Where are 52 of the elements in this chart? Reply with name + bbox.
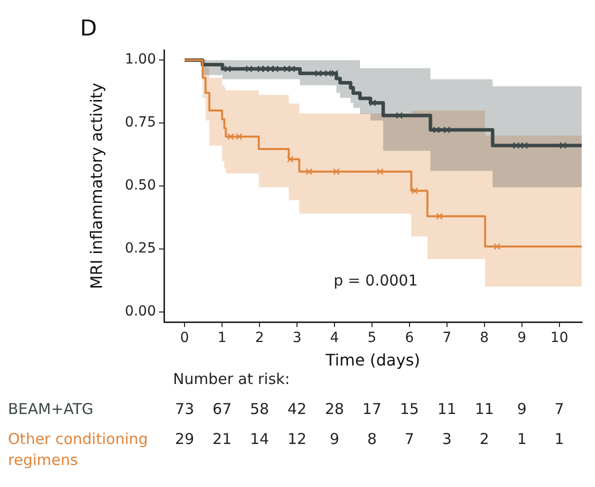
x-tick-label: 7 — [442, 330, 452, 346]
point — [272, 65, 279, 72]
x-tick-label: 4 — [330, 330, 340, 346]
y-tick-label: 0.75 — [124, 114, 156, 131]
chart-title: D — [80, 16, 97, 42]
point — [331, 70, 338, 77]
y-axis-title: MRI inflammatory activity — [86, 82, 106, 290]
point — [512, 142, 520, 149]
text: Number at risk: — [173, 370, 290, 388]
x-axis-title: Time (days) — [324, 350, 420, 370]
point — [286, 156, 294, 163]
annotation: p = 0.0001 — [334, 272, 418, 290]
point — [376, 168, 384, 176]
point — [257, 65, 264, 72]
text: BEAM+ATG — [8, 400, 94, 418]
x-tick-label: 8 — [480, 330, 489, 346]
y-tick-label: 0.00 — [124, 304, 156, 320]
point — [332, 168, 340, 176]
point — [224, 65, 232, 72]
point — [306, 168, 312, 176]
point — [432, 126, 440, 134]
point — [494, 243, 501, 250]
y-tick-label: 1.00 — [124, 52, 156, 68]
point — [288, 65, 296, 72]
y-tick-label: 0.50 — [124, 178, 156, 194]
x-tick-label: 9 — [517, 330, 526, 346]
point — [262, 65, 269, 72]
x-tick-label: 3 — [292, 330, 302, 346]
point — [369, 99, 376, 106]
text: 29 21 14 12 9 8 7 3 2 1 1 — [175, 430, 564, 448]
point — [396, 112, 403, 119]
text: 73 67 58 42 28 17 15 11 11 9 7 — [175, 400, 564, 418]
point — [521, 142, 528, 149]
point — [246, 65, 252, 72]
x-tick-label: 0 — [180, 330, 190, 346]
point — [443, 126, 450, 134]
point — [324, 70, 332, 77]
point — [411, 187, 418, 194]
y-tick-label: 0.25 — [124, 240, 156, 257]
x-tick-label: 1 — [218, 330, 227, 346]
point — [266, 65, 274, 72]
point — [283, 65, 290, 72]
point — [227, 133, 234, 140]
x-tick-label: 6 — [404, 330, 414, 346]
point — [436, 212, 443, 220]
text: Other conditioning regimens — [8, 430, 148, 469]
x-tick-label: 10 — [550, 330, 568, 346]
point — [236, 133, 242, 140]
x-tick-label: 5 — [368, 330, 376, 346]
x-tick-label: 2 — [255, 330, 264, 346]
point — [314, 70, 322, 77]
point — [560, 142, 566, 149]
